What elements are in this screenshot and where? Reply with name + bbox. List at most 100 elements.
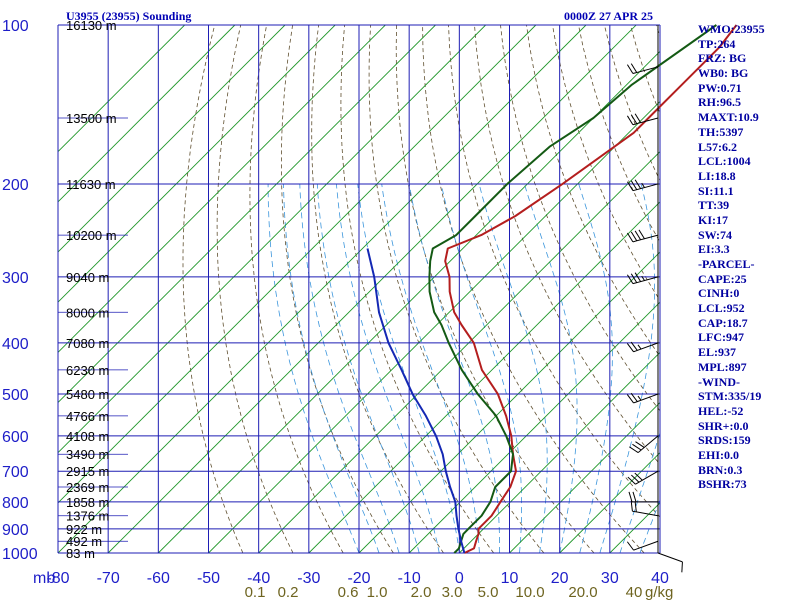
temperature-tick-label: 40: [651, 570, 669, 587]
isotherm: [58, 25, 336, 303]
index-item: WB0: BG: [698, 66, 749, 81]
temperature-tick-label: -60: [147, 570, 170, 587]
wind-barb: [629, 435, 659, 453]
pressure-label: 100: [2, 18, 29, 35]
height-label: 4108 m: [66, 429, 109, 444]
index-item: PW:0.71: [698, 80, 742, 95]
mixing-ratio-label: 40: [626, 584, 643, 600]
dry-adiabat: [448, 25, 660, 518]
pressure-label: 600: [2, 429, 29, 446]
index-item: STM:335/19: [698, 389, 762, 404]
pressure-label: 700: [2, 464, 29, 481]
dry-adiabat: [474, 25, 660, 465]
index-item: TP:264: [698, 36, 736, 51]
temperature-tick-label: -20: [347, 570, 370, 587]
index-item: LI:18.8: [698, 168, 736, 183]
isotherm: [559, 452, 660, 553]
height-label: 2915 m: [66, 464, 109, 479]
pressure-label: 300: [2, 270, 29, 287]
index-item: FRZ: BG: [698, 51, 747, 66]
index-item: WMO:23955: [698, 22, 765, 36]
wind-barb: [626, 272, 659, 285]
index-item: BRN:0.3: [698, 462, 743, 477]
wind-barb: [626, 341, 659, 353]
moist-adiabat: [524, 183, 578, 553]
temperature-tick-label: 30: [601, 570, 619, 587]
pressure-label: 500: [2, 387, 29, 404]
mixing-ratio-label: 5.0: [478, 584, 499, 600]
index-item: -WIND-: [698, 374, 740, 389]
pressure-unit-label: mb: [33, 570, 55, 587]
height-label: 10200 m: [66, 228, 117, 243]
height-label: 3490 m: [66, 447, 109, 462]
moist-adiabat: [408, 183, 500, 553]
isotherm: [58, 25, 486, 454]
height-label: 1376 m: [66, 509, 109, 524]
index-item: CAP:18.7: [698, 315, 748, 330]
index-item: LCL:952: [698, 301, 745, 316]
height-label: 16130 m: [66, 18, 117, 33]
wind-barb: [626, 113, 659, 126]
temperature-tick-label: -70: [97, 570, 120, 587]
wind-barb: [627, 470, 659, 485]
index-item: SW:74: [698, 227, 733, 242]
index-item: BSHR:73: [698, 477, 747, 492]
mixing-ratio-label: 0.1: [245, 584, 266, 600]
wind-barb: [630, 500, 659, 517]
mixing-ratio-label: 10.0: [515, 584, 544, 600]
height-label: 8000 m: [66, 305, 109, 320]
dry-adiabat: [500, 25, 660, 412]
dry-adiabat: [216, 25, 294, 553]
height-label: 2369 m: [66, 480, 109, 495]
pressure-label: 400: [2, 336, 29, 353]
index-item: MPL:897: [698, 359, 747, 374]
indices-panel: WMO:23955 TP:264 FRZ: BG WB0: BG PW:0.71 RH:9…: [698, 22, 798, 492]
mixing-ratio-label: 20.0: [568, 584, 597, 600]
mixing-ratio-label: 0.6: [338, 584, 359, 600]
wind-barb: [626, 63, 659, 75]
index-item: KI:17: [698, 212, 728, 227]
moist-adiabat: [316, 183, 420, 553]
index-item: LFC:947: [698, 330, 744, 345]
isotherm: [107, 25, 637, 553]
moist-adiabat: [440, 183, 523, 553]
height-label: 11630 m: [66, 177, 116, 192]
isotherm: [58, 25, 236, 203]
index-item: -PARCEL-: [698, 257, 755, 271]
moist-adiabat: [299, 183, 400, 553]
isotherm: [459, 351, 660, 553]
moist-adiabat: [336, 183, 440, 553]
temperature-tick-label: -10: [398, 570, 421, 587]
isotherm: [258, 151, 660, 553]
chart-title: U3955 (23955) Sounding: [66, 9, 191, 23]
index-item: L57:6.2: [698, 139, 737, 154]
isotherm: [358, 251, 660, 553]
moist-adiabat: [478, 183, 548, 553]
dry-adiabat: [422, 25, 645, 553]
isotherm: [58, 25, 185, 153]
isotherm: [308, 201, 660, 553]
moist-adiabat: [639, 499, 660, 553]
temperature-tick-label: -30: [297, 570, 320, 587]
isotherm: [408, 301, 660, 553]
dry-adiabat: [368, 25, 545, 553]
pressure-label: 900: [2, 522, 29, 539]
index-item: SI:11.1: [698, 183, 734, 198]
isotherm: [58, 25, 286, 253]
temperature-tick-label: 0: [455, 570, 464, 587]
index-item: HEL:-52: [698, 403, 744, 418]
index-item: TH:5397: [698, 124, 744, 139]
dry-adiabat: [182, 25, 244, 553]
moist-adiabat: [619, 431, 660, 553]
index-item: EHI:0.0: [698, 447, 740, 462]
dewpoint-trace: [428, 24, 717, 554]
isotherm: [58, 25, 537, 504]
wind-barb: [626, 179, 659, 192]
mixing-ratio-label: 0.2: [278, 584, 299, 600]
moist-adiabat: [578, 183, 613, 553]
height-label: 492 m: [66, 534, 102, 549]
chart-date: 0000Z 27 APR 25: [564, 9, 653, 23]
temperature-tick-label: -50: [197, 570, 220, 587]
